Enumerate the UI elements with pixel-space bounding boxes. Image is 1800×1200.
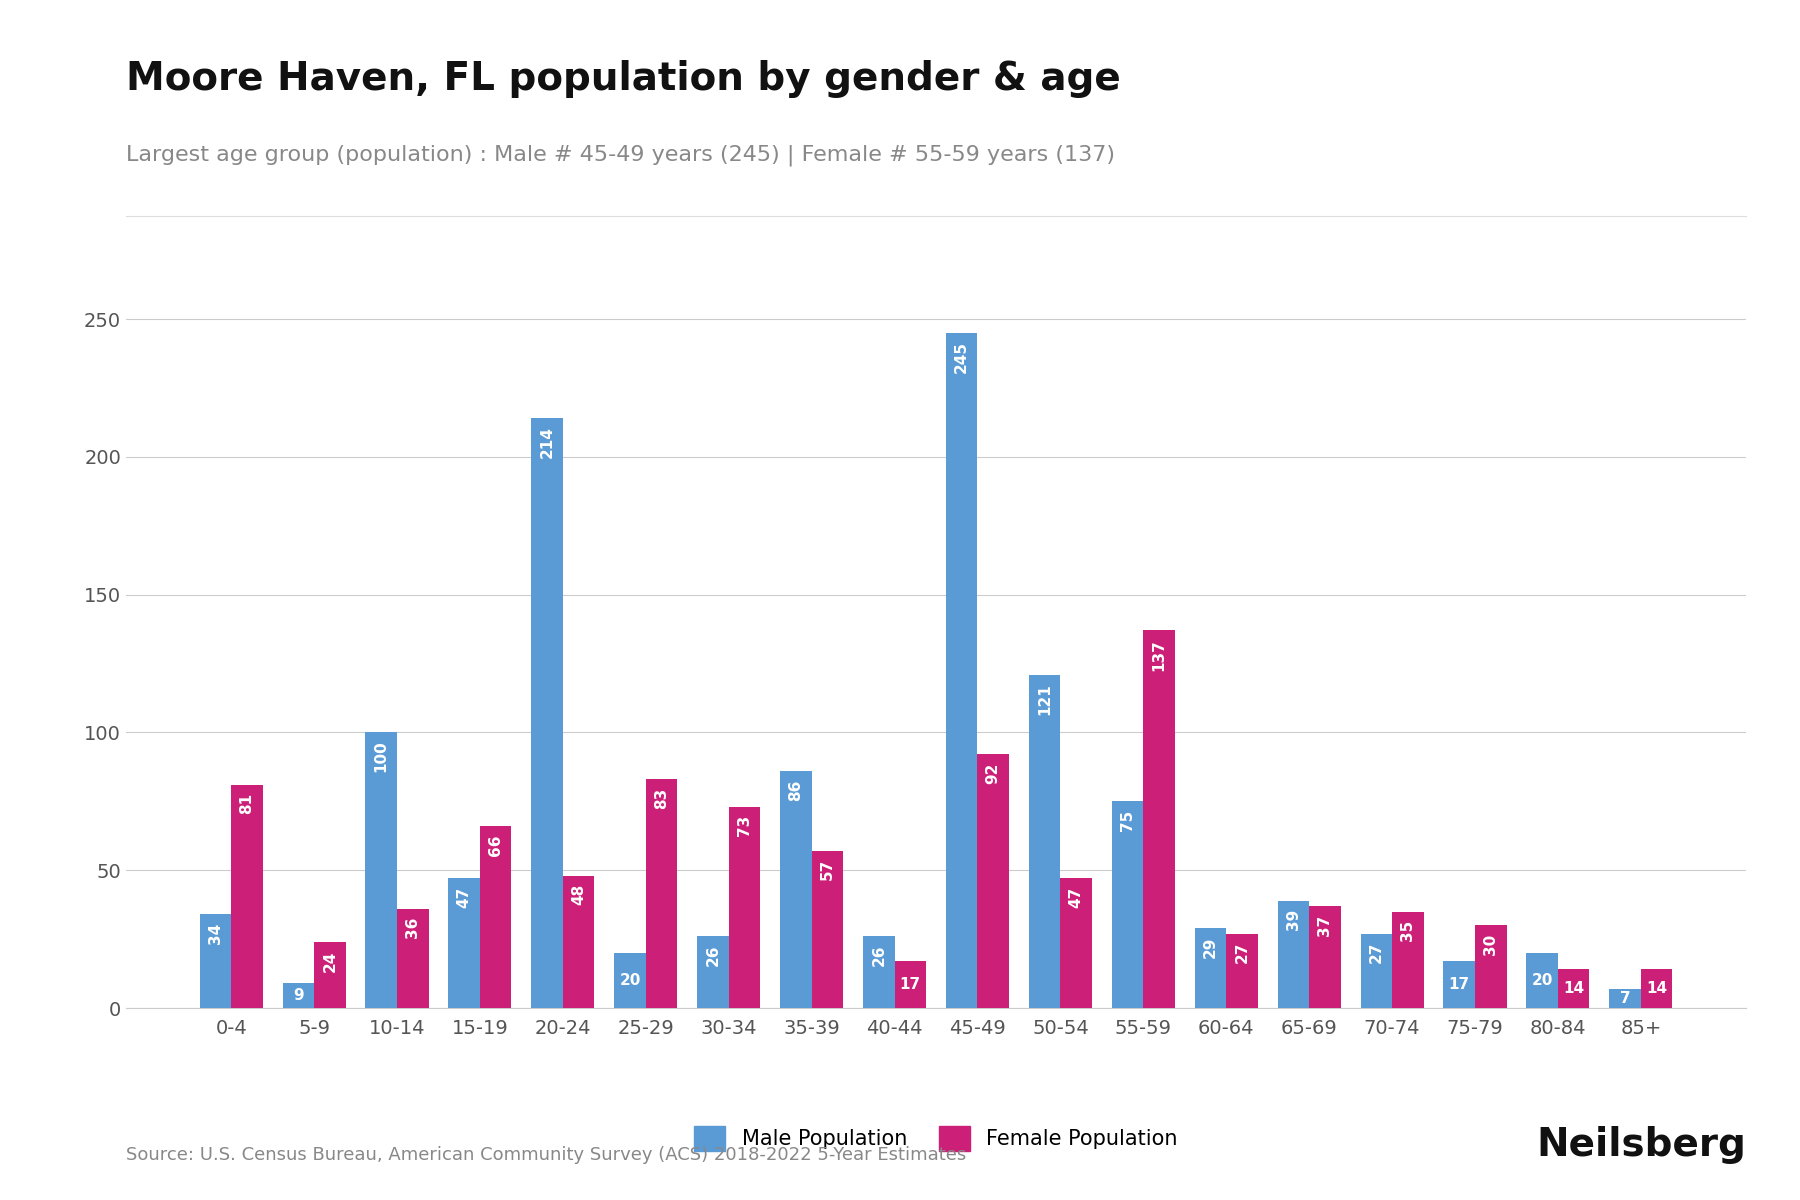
Bar: [448, 878, 481, 1008]
Text: 39: 39: [1285, 908, 1301, 930]
Text: 48: 48: [571, 884, 587, 905]
Text: 100: 100: [374, 740, 389, 773]
Bar: [1060, 878, 1093, 1008]
Text: 26: 26: [871, 944, 886, 966]
Text: 36: 36: [405, 917, 419, 938]
Bar: [1609, 989, 1642, 1008]
Bar: [365, 732, 398, 1008]
Text: 20: 20: [1532, 973, 1553, 988]
Text: 29: 29: [1202, 936, 1219, 958]
Text: 35: 35: [1400, 920, 1415, 941]
Bar: [1226, 934, 1258, 1008]
Bar: [230, 785, 263, 1008]
Bar: [812, 851, 842, 1008]
Bar: [531, 419, 563, 1008]
Bar: [977, 755, 1010, 1008]
Bar: [283, 983, 313, 1008]
Bar: [1112, 802, 1143, 1008]
Text: 27: 27: [1235, 942, 1249, 964]
Bar: [1278, 900, 1309, 1008]
Bar: [313, 942, 346, 1008]
Text: 17: 17: [900, 977, 922, 992]
Bar: [729, 806, 760, 1008]
Text: 57: 57: [819, 859, 835, 881]
Text: 86: 86: [788, 779, 803, 800]
Bar: [1526, 953, 1559, 1008]
Text: 245: 245: [954, 341, 968, 373]
Text: 30: 30: [1483, 934, 1498, 955]
Text: 47: 47: [1069, 887, 1084, 908]
Bar: [895, 961, 925, 1008]
Text: 9: 9: [293, 988, 304, 1003]
Bar: [481, 826, 511, 1008]
Text: 14: 14: [1562, 982, 1584, 996]
Text: 27: 27: [1368, 942, 1384, 964]
Text: 83: 83: [653, 787, 670, 809]
Text: Neilsberg: Neilsberg: [1535, 1126, 1746, 1164]
Text: Source: U.S. Census Bureau, American Community Survey (ACS) 2018-2022 5-Year Est: Source: U.S. Census Bureau, American Com…: [126, 1146, 967, 1164]
Text: 137: 137: [1152, 638, 1166, 671]
Text: 34: 34: [207, 923, 223, 944]
Text: 20: 20: [619, 973, 641, 988]
Bar: [200, 914, 230, 1008]
Bar: [614, 953, 646, 1008]
Bar: [1030, 674, 1060, 1008]
Bar: [1642, 970, 1672, 1008]
Bar: [779, 772, 812, 1008]
Bar: [1309, 906, 1341, 1008]
Text: 66: 66: [488, 834, 504, 856]
Bar: [563, 876, 594, 1008]
Bar: [862, 936, 895, 1008]
Text: 92: 92: [986, 763, 1001, 784]
Bar: [1361, 934, 1391, 1008]
Text: 37: 37: [1318, 914, 1332, 936]
Bar: [1143, 630, 1175, 1008]
Bar: [1391, 912, 1424, 1008]
Text: Moore Haven, FL population by gender & age: Moore Haven, FL population by gender & a…: [126, 60, 1121, 98]
Text: 24: 24: [322, 950, 337, 972]
Bar: [646, 779, 677, 1008]
Text: 73: 73: [736, 815, 752, 836]
Text: 81: 81: [239, 793, 254, 814]
Text: 14: 14: [1645, 982, 1667, 996]
Text: 7: 7: [1620, 991, 1631, 1006]
Bar: [1195, 928, 1226, 1008]
Bar: [1559, 970, 1589, 1008]
Legend: Male Population, Female Population: Male Population, Female Population: [684, 1115, 1188, 1162]
Bar: [398, 908, 428, 1008]
Text: 47: 47: [457, 887, 472, 908]
Text: 121: 121: [1037, 683, 1053, 714]
Text: 26: 26: [706, 944, 720, 966]
Bar: [1444, 961, 1474, 1008]
Bar: [947, 332, 977, 1008]
Text: 214: 214: [540, 426, 554, 458]
Text: 75: 75: [1120, 810, 1136, 830]
Text: 17: 17: [1449, 977, 1471, 992]
Bar: [1474, 925, 1507, 1008]
Text: Largest age group (population) : Male # 45-49 years (245) | Female # 55-59 years: Largest age group (population) : Male # …: [126, 144, 1114, 166]
Bar: [697, 936, 729, 1008]
